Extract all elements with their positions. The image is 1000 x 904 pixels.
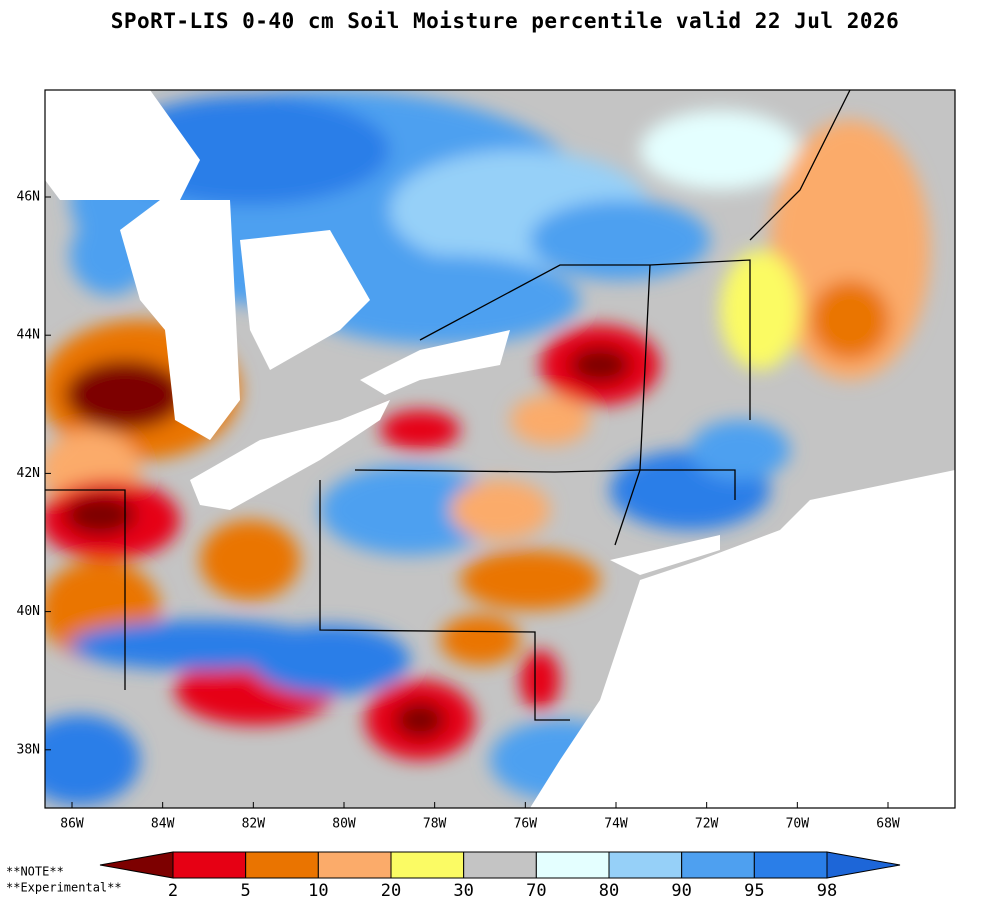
title: SPoRT-LIS 0-40 cm Soil Moisture percenti…: [111, 9, 900, 33]
colorbar-segment: [390, 851, 465, 879]
lon-tick-label: 82W: [242, 817, 266, 832]
lat-tick-label: 42N: [17, 466, 40, 481]
lat-tick-label: 46N: [17, 190, 40, 205]
colorbar-label: 98: [817, 881, 837, 900]
lon-tick-label: 86W: [60, 817, 84, 832]
note: **Experimental**: [6, 881, 122, 895]
lat-tick-label: 44N: [17, 328, 40, 343]
colorbar-segment: [172, 851, 247, 879]
map-frame: [44, 89, 956, 809]
map-field: [45, 90, 955, 808]
colorbar-label: 10: [308, 881, 328, 900]
colorbar-segment: [535, 851, 610, 879]
colorbar-label: 80: [599, 881, 619, 900]
map-ticks: 86W 84W 82W 80W 78W 76W 74W 72W 70W 68W 38N 40N 42N 4…: [17, 190, 900, 832]
colorbar-label: 5: [241, 881, 251, 900]
lon-tick-label: 68W: [876, 817, 900, 832]
lon-tick-label: 72W: [695, 817, 719, 832]
lon-tick-label: 76W: [514, 817, 538, 832]
colorbar-label: 95: [744, 881, 764, 900]
lon-tick-label: 70W: [786, 817, 810, 832]
lon-tick-label: 78W: [423, 817, 447, 832]
colorbar-label: 20: [381, 881, 401, 900]
colorbar-segment: [245, 851, 319, 879]
colorbar-under: [99, 851, 174, 879]
colorbar-segment: [753, 851, 828, 879]
colorbar-segment: [463, 851, 537, 879]
colorbar-label: 90: [671, 881, 691, 900]
colorbar: 2 5 10 20 30 70 80 90 95 98: [99, 851, 901, 901]
lon-tick-label: 74W: [604, 817, 628, 832]
colorbar-over: [826, 851, 901, 879]
colorbar-segment: [608, 851, 683, 879]
colorbar-label: 30: [453, 881, 473, 900]
colorbar-label: 70: [526, 881, 546, 900]
lat-tick-label: 38N: [17, 742, 40, 757]
colorbar-label: 2: [168, 881, 178, 900]
lon-tick-label: 84W: [151, 817, 175, 832]
lat-tick-label: 40N: [17, 604, 40, 619]
colorbar-segment: [317, 851, 392, 879]
note: **NOTE**: [6, 865, 64, 879]
colorbar-segment: [681, 851, 755, 879]
lon-tick-label: 80W: [332, 817, 356, 832]
